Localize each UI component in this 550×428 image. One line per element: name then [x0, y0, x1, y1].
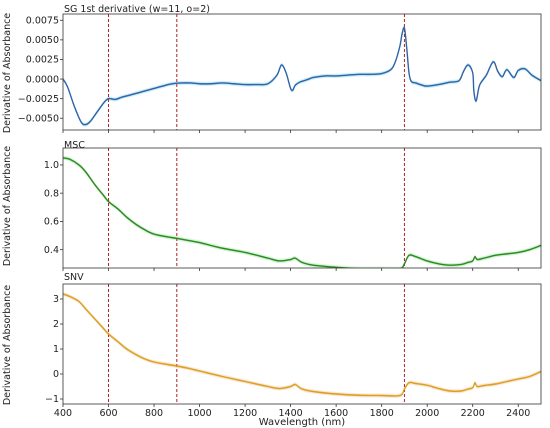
spread-band-layer [63, 155, 541, 268]
panel-msc: MSC Derivative of Absorbance 0.4 0.6 0.8 1.… [2, 140, 542, 271]
x-axis-label: Wavelength (nm) [259, 417, 345, 428]
y-axis-label: Derivative of Absorbance [2, 13, 13, 133]
y-tick-label: 0.0075 [26, 15, 59, 26]
series-line-group [63, 157, 541, 268]
y-tick-label: 3 [53, 294, 59, 305]
x-tick-label: 1200 [233, 408, 257, 419]
y-tick-label: 0.0025 [26, 55, 59, 66]
x-tick-label: 1000 [187, 408, 211, 419]
y-tick-label: 0.0050 [26, 35, 59, 46]
panel-title: SG 1st derivative (w=11, o=2) [64, 4, 210, 15]
sample-spread-band [63, 291, 541, 399]
spread-band-layer [63, 292, 541, 398]
spread-band-layer [63, 156, 541, 268]
x-tick-label: 2200 [461, 408, 485, 419]
y-tick-label: 0.4 [44, 245, 59, 256]
panel-sg-derivative: SG 1st derivative (w=11, o=2) Derivative… [2, 4, 542, 133]
y-tick-label: 0.6 [44, 217, 59, 228]
panel-title: MSC [64, 140, 85, 151]
y-tick-label: 1 [53, 344, 59, 355]
y-tick-label: 0.8 [44, 188, 59, 199]
series-line-group [63, 26, 541, 126]
y-tick-label: −0.0025 [18, 94, 59, 105]
y-axis-label: Derivative of Absorbance [2, 285, 13, 405]
x-tick-label: 2000 [415, 408, 439, 419]
x-tick-label: 800 [145, 408, 163, 419]
x-tick-label: 2400 [506, 408, 530, 419]
y-tick-label: 0 [53, 369, 59, 380]
y-tick-label: 1.0 [44, 160, 59, 171]
x-tick-label: 1600 [324, 408, 348, 419]
sample-spread-band [63, 25, 541, 127]
series-line [63, 26, 541, 126]
x-tick-label: 1800 [370, 408, 394, 419]
sample-spread-band [63, 155, 541, 268]
y-tick-label: −1 [45, 394, 59, 405]
plot-frame [62, 147, 542, 269]
plot-frame [62, 13, 542, 131]
plot-frame [62, 283, 542, 405]
spread-band-layer [63, 291, 541, 399]
x-tick-label: 1400 [279, 408, 303, 419]
panel-snv: SNV Derivative of Absorbance −1 0 1 2 3 400 60… [2, 272, 542, 419]
x-tick-label: 600 [99, 408, 117, 419]
spread-band-layer [63, 26, 541, 126]
panel-title: SNV [64, 272, 84, 283]
y-tick-label: 2 [53, 319, 59, 330]
x-tick-label: 400 [54, 408, 72, 419]
spread-band-layer [63, 25, 541, 127]
y-axis-label: Derivative of Absorbance [2, 146, 13, 266]
series-line-group [63, 293, 541, 397]
series-line [63, 293, 541, 397]
y-tick-label: 0.0000 [26, 74, 59, 85]
series-line [63, 157, 541, 268]
y-tick-label: −0.0050 [18, 113, 59, 124]
